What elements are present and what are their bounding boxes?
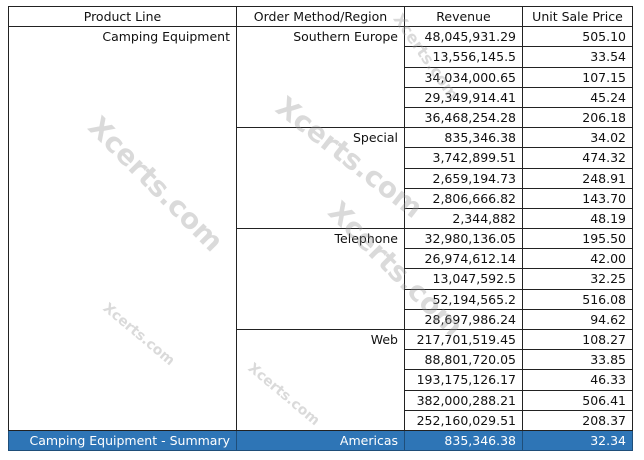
order-method-cell: Web — [236, 329, 405, 431]
table-row: 29,349,914.41 45.24 — [9, 86, 633, 108]
product-line-cell: Camping Equipment — [8, 26, 237, 431]
unit-price-cell: 32.25 — [522, 268, 633, 290]
revenue-cell: 48,045,931.29 — [404, 26, 523, 48]
unit-price-cell: 108.27 — [522, 328, 633, 351]
table-row: 28,697,986.24 94.62 — [9, 308, 633, 331]
summary-revenue: 835,346.38 — [404, 429, 523, 452]
summary-price: 32.34 — [522, 429, 633, 452]
revenue-cell: 217,701,519.45 — [404, 328, 523, 351]
unit-price-cell: 474.32 — [522, 147, 633, 169]
table-row: 2,344,882 48.19 — [9, 207, 633, 230]
unit-price-cell: 48.19 — [522, 207, 633, 230]
header-revenue: Revenue — [404, 5, 523, 28]
revenue-cell: 13,047,592.5 — [404, 268, 523, 290]
revenue-cell: 32,980,136.05 — [404, 228, 523, 250]
header-unit-sale-price: Unit Sale Price — [522, 5, 633, 28]
table-row: 26,974,612.14 42.00 — [9, 248, 633, 270]
unit-price-cell: 33.85 — [522, 349, 633, 371]
revenue-cell: 34,034,000.65 — [404, 66, 523, 88]
summary-region: Americas — [236, 429, 405, 452]
revenue-cell: 2,659,194.73 — [404, 167, 523, 189]
revenue-cell: 193,175,126.17 — [404, 369, 523, 391]
unit-price-cell: 505.10 — [522, 26, 633, 48]
table-row: 52,194,565.2 516.08 — [9, 288, 633, 310]
revenue-cell: 13,556,145.5 — [404, 46, 523, 68]
revenue-cell: 382,000,288.21 — [404, 389, 523, 411]
revenue-cell: 3,742,899.51 — [404, 147, 523, 169]
revenue-cell: 2,806,666.82 — [404, 187, 523, 209]
revenue-cell: 28,697,986.24 — [404, 308, 523, 331]
header-row: Product Line Order Method/Region Revenue… — [8, 5, 633, 28]
unit-price-cell: 33.54 — [522, 46, 633, 68]
revenue-cell: 52,194,565.2 — [404, 288, 523, 310]
unit-price-cell: 248.91 — [522, 167, 633, 189]
table-row: 2,659,194.73 248.91 — [9, 167, 633, 189]
order-method-cell: Southern Europe — [236, 26, 405, 129]
revenue-cell: 88,801,720.05 — [404, 349, 523, 371]
unit-price-cell: 45.24 — [522, 86, 633, 108]
unit-price-cell: 506.41 — [522, 389, 633, 411]
table-row: Telephone 32,980,136.05 195.50 — [9, 228, 633, 330]
revenue-cell: 26,974,612.14 — [404, 248, 523, 270]
unit-price-cell: 143.70 — [522, 187, 633, 209]
revenue-cell: 2,344,882 — [404, 207, 523, 230]
header-product-line: Product Line — [8, 5, 237, 28]
table-row: 252,160,029.51 208.37 — [9, 409, 633, 431]
unit-price-cell: 94.62 — [522, 308, 633, 331]
unit-price-cell: 516.08 — [522, 288, 633, 310]
order-method-cell: Special — [236, 127, 405, 230]
report-table: Product Line Order Method/Region Revenue… — [8, 5, 633, 452]
table-row: Camping Equipment Southern Europe 48,045,9… — [8, 26, 633, 431]
unit-price-cell: 107.15 — [522, 66, 633, 88]
order-method-cell: Telephone — [236, 228, 405, 330]
header-order-method: Order Method/Region — [236, 5, 405, 28]
summary-row: Camping Equipment - Summary Americas 835,3… — [8, 429, 633, 452]
revenue-cell: 835,346.38 — [404, 127, 523, 149]
revenue-cell: 252,160,029.51 — [404, 409, 523, 431]
table-row: 13,047,592.5 32.25 — [9, 268, 633, 290]
unit-price-cell: 195.50 — [522, 228, 633, 250]
summary-label: Camping Equipment - Summary — [8, 429, 237, 452]
unit-price-cell: 208.37 — [522, 409, 633, 431]
unit-price-cell: 42.00 — [522, 248, 633, 270]
table-row: 3,742,899.51 474.32 — [9, 147, 633, 169]
table-row: 88,801,720.05 33.85 — [9, 349, 633, 371]
unit-price-cell: 34.02 — [522, 127, 633, 149]
revenue-cell: 29,349,914.41 — [404, 86, 523, 108]
revenue-cell: 36,468,254.28 — [404, 106, 523, 129]
unit-price-cell: 206.18 — [522, 106, 633, 129]
unit-price-cell: 46.33 — [522, 369, 633, 391]
